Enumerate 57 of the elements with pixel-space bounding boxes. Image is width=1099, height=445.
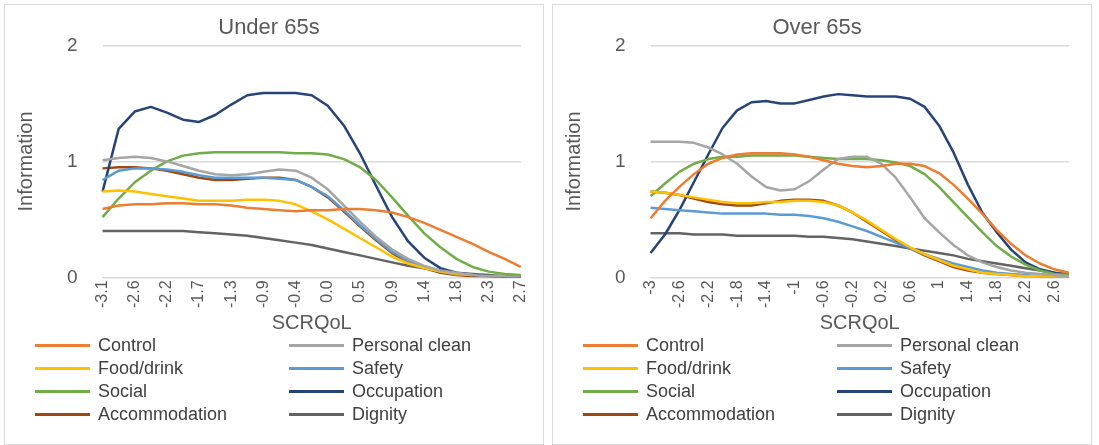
x-tick-label: 2.7 <box>511 280 529 303</box>
y-tick-label: 1 <box>66 149 78 171</box>
legend-label: Occupation <box>352 381 444 402</box>
x-tick-label: -0.4 <box>286 280 303 309</box>
x-tick-label: -1 <box>785 280 803 295</box>
x-axis-title: SCRQoL <box>271 310 352 333</box>
x-tick-label: 1.8 <box>987 280 1005 303</box>
x-tick-label: 2.3 <box>479 280 497 303</box>
x-tick-label: 0.5 <box>350 280 368 303</box>
legend-label: Safety <box>352 358 404 379</box>
x-tick-label: 0.6 <box>900 280 918 303</box>
legend-label: Dignity <box>352 404 408 425</box>
legend-label: Safety <box>900 358 952 379</box>
x-axis-title: SCRQoL <box>819 310 900 333</box>
x-tick-label: -2.6 <box>125 280 143 309</box>
x-tick-label: 1.8 <box>446 280 464 303</box>
legend-label: Control <box>646 335 705 356</box>
x-tick-label: -1.3 <box>221 280 239 309</box>
legend-label: Social <box>98 381 148 402</box>
y-tick-label: 1 <box>614 149 626 171</box>
x-tick-label: 2.2 <box>1015 280 1033 303</box>
x-tick-label: -2.6 <box>669 280 687 309</box>
x-tick-label: 2.6 <box>1044 280 1062 303</box>
x-tick-label: -0.6 <box>814 280 832 309</box>
x-tick-label: 0.0 <box>318 280 336 303</box>
x-tick-label: -2.2 <box>698 280 716 309</box>
y-axis-title: Information <box>13 111 36 212</box>
legend-label: Personal clean <box>900 335 1020 356</box>
x-tick-label: 1 <box>929 280 947 290</box>
y-tick-label: 0 <box>66 265 78 287</box>
legend-label: Control <box>98 335 157 356</box>
chart-title: Over 65s <box>772 14 862 40</box>
legend-label: Personal clean <box>352 335 472 356</box>
legend-label: Social <box>646 381 696 402</box>
y-tick-label: 0 <box>614 265 626 287</box>
x-tick-label: 1.4 <box>414 280 432 303</box>
x-tick-label: -1.7 <box>189 280 207 309</box>
x-tick-label: -3.1 <box>92 280 110 309</box>
x-tick-label: -0.9 <box>253 280 271 309</box>
chart-title: Under 65s <box>218 14 320 40</box>
x-tick-label: -0.2 <box>842 280 860 309</box>
x-tick-label: 0.2 <box>871 280 889 303</box>
x-tick-label: -2.2 <box>157 280 175 309</box>
x-tick-label: -1.4 <box>756 280 774 309</box>
x-tick-label: 0.9 <box>382 280 400 303</box>
y-tick-label: 2 <box>614 33 626 55</box>
y-tick-label: 2 <box>66 33 78 55</box>
legend-label: Accommodation <box>98 404 228 425</box>
legend-label: Food/drink <box>98 358 184 379</box>
x-tick-label: -1.8 <box>727 280 745 309</box>
x-tick-label: 1.4 <box>958 280 976 303</box>
x-tick-label: -3 <box>640 280 658 295</box>
y-axis-title: Information <box>561 111 584 212</box>
legend-label: Occupation <box>900 381 992 402</box>
legend-label: Accommodation <box>646 404 776 425</box>
legend-label: Dignity <box>900 404 956 425</box>
legend-label: Food/drink <box>646 358 732 379</box>
